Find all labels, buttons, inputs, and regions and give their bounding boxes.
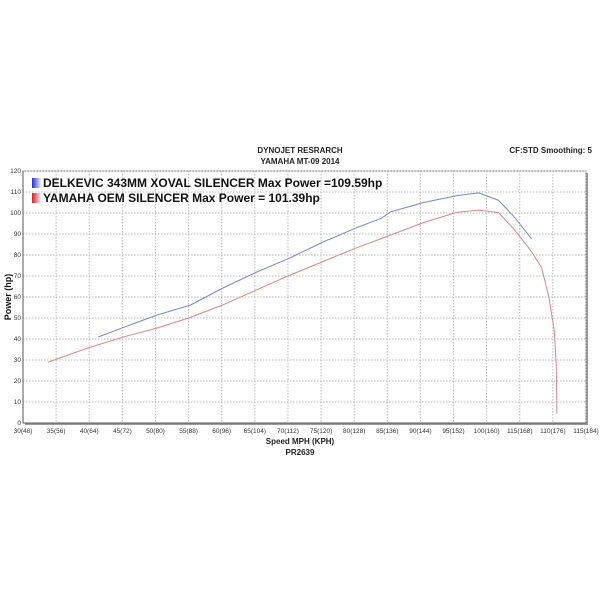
legend-label: YAMAHA OEM SILENCER Max Power = 101.39hp [43,191,320,205]
y-tick-label: 60 [14,294,22,301]
y-tick-label: 0 [17,420,21,427]
series-line-1 [48,209,558,414]
y-tick-label: 120 [10,168,21,175]
y-tick-label: 20 [14,378,22,385]
run-id-label: PR2639 [285,448,315,457]
y-tick-label: 70 [14,273,22,280]
legend-swatch-blue [32,178,41,188]
y-tick-label: 80 [14,252,22,259]
x-tick-label: 60(96) [212,428,231,435]
x-tick-label: 100(160) [474,428,500,435]
x-tick-label: 115(184) [573,428,599,435]
legend-item-delkevic: DELKEVIC 343MM XOVAL SILENCER Max Power … [32,176,382,190]
y-tick-label: 40 [14,336,22,343]
x-tick-label: 110(176) [540,428,566,435]
correction-factor-label: CF:STD Smoothing: 5 [509,146,592,155]
y-tick-label: 50 [14,315,22,322]
series-line-0 [98,192,533,338]
x-tick-label: 90(144) [409,428,431,435]
x-tick-label: 35(56) [47,428,66,435]
x-tick-label: 75(120) [310,428,332,435]
x-tick-label: 115(168) [507,428,533,435]
x-tick-label: 65(104) [244,428,266,435]
x-tick-label: 95(152) [442,428,464,435]
chart-title: DYNOJET RESRARCH [257,146,343,155]
y-tick-label: 30 [14,357,22,364]
x-tick-label: 45(72) [113,428,132,435]
chart-subtitle: YAMAHA MT-09 2014 [260,157,340,166]
y-tick-label: 90 [14,231,22,238]
x-tick-label: 70(112) [277,428,299,435]
x-tick-label: 55(88) [179,428,198,435]
legend-swatch-red [32,193,41,203]
y-axis-label: Power (hp) [3,273,13,321]
y-tick-label: 10 [14,399,22,406]
y-tick-label: 100 [10,210,21,217]
y-tick-label: 110 [11,189,22,196]
x-axis-label: Speed MPH (KPH) [265,437,335,446]
x-tick-label: 85(136) [376,428,398,435]
x-tick-label: 30(48) [14,428,33,435]
legend-label: DELKEVIC 343MM XOVAL SILENCER Max Power … [43,176,383,190]
x-tick-label: 40(64) [80,428,99,435]
x-tick-label: 80(128) [343,428,365,435]
x-tick-label: 50(80) [146,428,165,435]
legend-item-oem: YAMAHA OEM SILENCER Max Power = 101.39hp [32,191,320,205]
